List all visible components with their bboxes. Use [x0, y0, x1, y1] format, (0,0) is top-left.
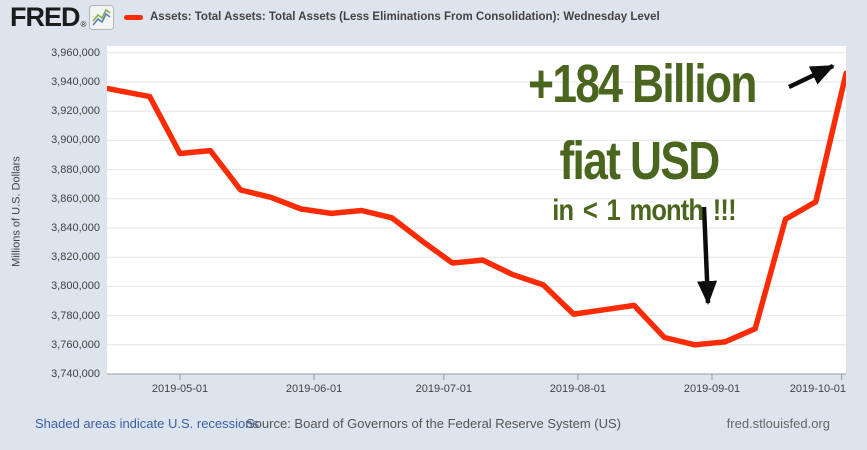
source-text: Source: Board of Governors of the Federa…: [246, 416, 621, 431]
legend-line-swatch: [124, 15, 143, 20]
fred-logo-chart-icon: [89, 5, 115, 30]
series-title: Assets: Total Assets: Total Assets (Less…: [150, 11, 660, 23]
down-arrow-icon: [697, 206, 718, 305]
y-axis-tick-label: 3,860,000: [51, 192, 100, 205]
plot-area[interactable]: [107, 46, 846, 374]
x-axis-tick-label: 2019-07-01: [415, 383, 472, 395]
y-axis-tick-label: 3,880,000: [51, 163, 100, 176]
y-axis-tick-label: 3,780,000: [51, 309, 100, 322]
x-axis-tick-label: 2019-09-01: [683, 383, 741, 395]
series-line[interactable]: [89, 70, 846, 348]
y-axis-tick-label: 3,960,000: [51, 46, 100, 59]
y-axis-tick-label: 3,820,000: [51, 251, 100, 264]
y-axis-tick-label: 3,760,000: [51, 338, 100, 351]
y-axis-tick-label: 3,940,000: [51, 76, 100, 88]
annotation-amount: +184 Billion: [528, 54, 757, 114]
y-axis-tick-label: 3,920,000: [51, 105, 100, 118]
site-url-text: fred.stlouisfed.org: [726, 416, 830, 431]
up-right-arrow-icon: [788, 63, 835, 90]
y-axis-tick-label: 3,840,000: [51, 222, 100, 234]
x-axis-tick-label: 2019-10-01: [789, 383, 846, 395]
y-axis-tick-label: 3,900,000: [51, 134, 100, 147]
fred-logo[interactable]: FRED ®: [10, 2, 115, 32]
x-axis-tick-label: 2019-06-01: [285, 383, 343, 395]
annotation-timeframe: in < 1 month !!!: [552, 194, 736, 227]
x-axis-tick-label: 2019-05-01: [151, 383, 209, 395]
x-axis-tick-label: 2019-08-01: [549, 383, 607, 395]
fred-logo-text: FRED: [10, 2, 80, 32]
y-axis-tick-label: 3,800,000: [51, 280, 100, 293]
y-axis-tick-label: 3,740,000: [51, 368, 100, 380]
recession-note-link[interactable]: Shaded areas indicate U.S. recessions: [35, 416, 260, 431]
chart-header: FRED ® Assets: Total Assets: Total Asset…: [0, 0, 867, 40]
chart-footer: Shaded areas indicate U.S. recessions So…: [0, 413, 867, 437]
annotation-fiat-usd: fiat USD: [559, 131, 720, 191]
registered-trademark: ®: [80, 20, 87, 29]
